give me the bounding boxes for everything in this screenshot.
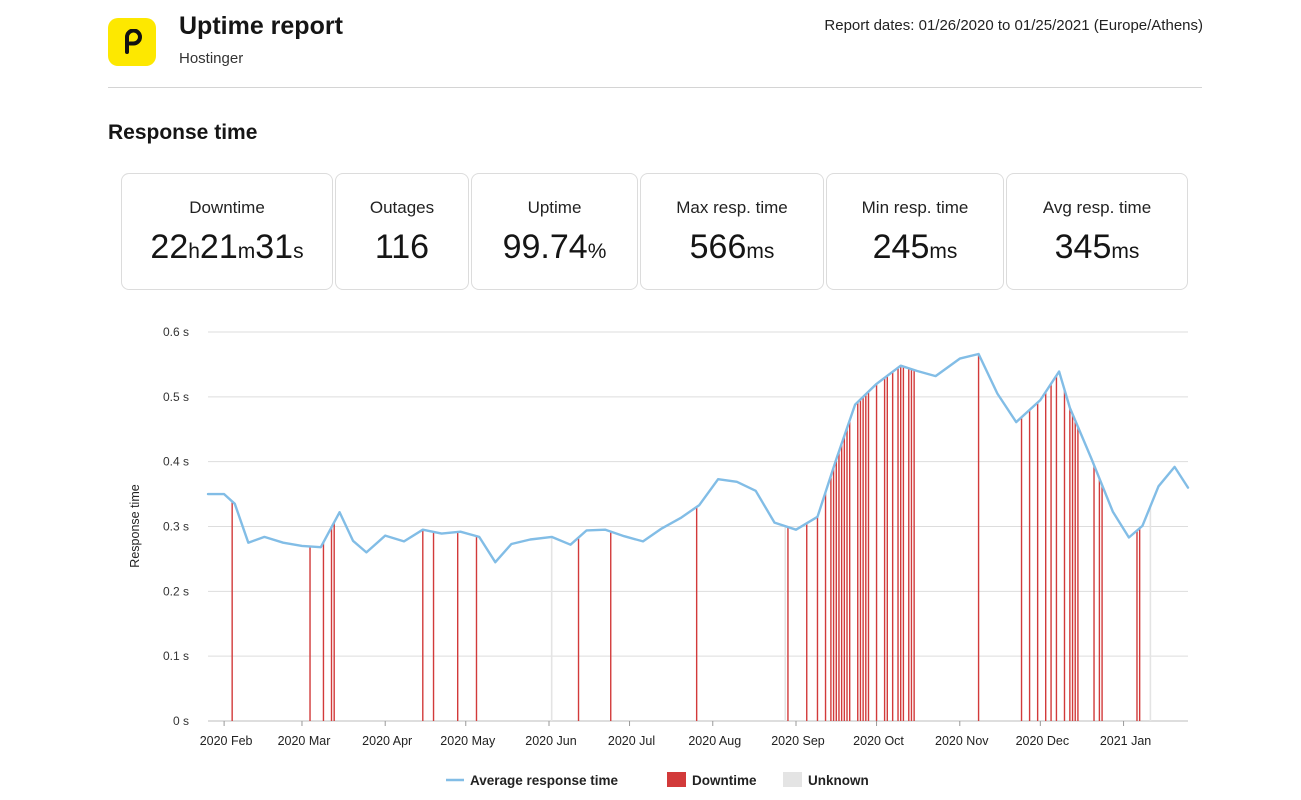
stat-number: 116 [374, 228, 430, 266]
stat-unit: % [587, 240, 607, 263]
x-tick-label: 2020 Jun [525, 734, 576, 748]
stat-unit: ms [1111, 240, 1140, 263]
x-tick-label: 2021 Jan [1100, 734, 1151, 748]
x-tick-label: 2020 Apr [362, 734, 412, 748]
y-tick-label: 0.5 s [163, 390, 189, 404]
x-tick-label: 2020 May [440, 734, 496, 748]
stat-value: 116 [336, 227, 468, 267]
stat-label: Avg resp. time [1042, 198, 1152, 217]
chart-legend: Average response time Downtime Unknown [446, 772, 869, 788]
y-tick-label: 0 s [173, 714, 189, 728]
app-logo [108, 18, 156, 66]
stat-unit: h [188, 240, 200, 263]
stat-card-max-resp: Max resp. time 566ms [640, 173, 824, 290]
stat-number: 566 [689, 228, 747, 266]
section-title: Response time [108, 121, 258, 144]
stat-unit: m [237, 240, 256, 263]
legend-label-unknown[interactable]: Unknown [808, 773, 869, 788]
y-tick-label: 0.2 s [163, 584, 189, 598]
stat-number: 31 [255, 228, 294, 266]
stat-number: 22 [150, 228, 189, 266]
header-divider [108, 87, 1202, 88]
stat-number: 345 [1054, 228, 1112, 266]
stat-card-outages: Outages 116 [335, 173, 469, 290]
stat-number: 245 [872, 228, 930, 266]
stat-unit: s [293, 240, 304, 263]
legend-unknown-swatch [783, 772, 802, 787]
x-tick-label: 2020 Dec [1016, 734, 1070, 748]
x-tick-label: 2020 Mar [278, 734, 331, 748]
stat-label: Min resp. time [861, 198, 969, 217]
y-tick-label: 0.1 s [163, 649, 189, 663]
stat-number: 21 [199, 228, 238, 266]
x-tick-label: 2020 Aug [688, 734, 741, 748]
stat-unit: ms [929, 240, 958, 263]
y-tick-label: 0.3 s [163, 520, 189, 534]
stat-value: 99.74% [472, 227, 637, 272]
average-response-line [206, 352, 1190, 564]
legend-label-downtime[interactable]: Downtime [692, 773, 757, 788]
stat-card-min-resp: Min resp. time 245ms [826, 173, 1004, 290]
x-tick-label: 2020 Jul [608, 734, 655, 748]
y-tick-label: 0.4 s [163, 455, 189, 469]
stat-card-avg-resp: Avg resp. time 345ms [1006, 173, 1188, 290]
y-tick-label: 0.6 s [163, 325, 189, 339]
x-tick-label: 2020 Nov [935, 734, 989, 748]
legend-downtime-swatch [667, 772, 686, 787]
stat-value: 245ms [827, 227, 1003, 272]
report-title: Uptime report [179, 12, 343, 40]
stat-value: 566ms [641, 227, 823, 272]
hostinger-p-icon [125, 29, 142, 54]
y-axis-title: Response time [128, 484, 142, 567]
report-dates: Report dates: 01/26/2020 to 01/25/2021 (… [824, 17, 1203, 34]
stat-card-downtime: Downtime 22h21m31s [121, 173, 333, 290]
legend-label-average[interactable]: Average response time [470, 773, 619, 788]
stat-label: Uptime [527, 198, 582, 217]
x-tick-label: 2020 Oct [853, 734, 904, 748]
stat-value: 22h21m31s [122, 227, 332, 272]
stat-card-uptime: Uptime 99.74% [471, 173, 638, 290]
stat-label: Max resp. time [676, 198, 788, 217]
x-tick-label: 2020 Sep [771, 734, 825, 748]
stat-unit: ms [746, 240, 775, 263]
x-tick-label: 2020 Feb [200, 734, 253, 748]
stat-value: 345ms [1007, 227, 1187, 272]
stat-label: Downtime [189, 198, 265, 217]
stat-number: 99.74 [502, 228, 588, 266]
site-name: Hostinger [179, 50, 244, 67]
stat-label: Outages [369, 198, 435, 217]
